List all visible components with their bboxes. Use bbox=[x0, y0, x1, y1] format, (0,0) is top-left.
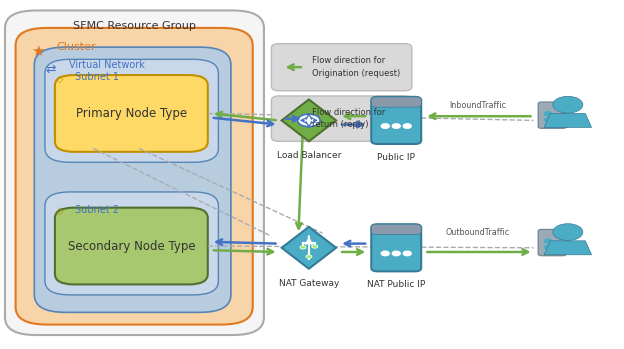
Circle shape bbox=[553, 96, 583, 113]
Text: ◇: ◇ bbox=[56, 206, 64, 216]
FancyBboxPatch shape bbox=[538, 102, 567, 128]
FancyBboxPatch shape bbox=[371, 97, 421, 144]
Circle shape bbox=[544, 245, 552, 250]
Circle shape bbox=[381, 251, 389, 256]
Circle shape bbox=[544, 112, 552, 116]
Circle shape bbox=[392, 124, 400, 128]
Circle shape bbox=[312, 245, 318, 248]
Text: SFMC Resource Group: SFMC Resource Group bbox=[73, 21, 196, 31]
FancyBboxPatch shape bbox=[271, 44, 412, 91]
Text: Flow direction for
return (reply): Flow direction for return (reply) bbox=[312, 108, 385, 129]
FancyBboxPatch shape bbox=[371, 97, 421, 107]
Text: Primary Node Type: Primary Node Type bbox=[76, 107, 187, 120]
Circle shape bbox=[381, 124, 389, 128]
Text: ◇: ◇ bbox=[56, 73, 64, 83]
Circle shape bbox=[403, 124, 411, 128]
FancyBboxPatch shape bbox=[45, 192, 218, 295]
FancyBboxPatch shape bbox=[45, 59, 218, 162]
Text: NAT Public IP: NAT Public IP bbox=[367, 280, 426, 289]
Text: Load Balancer: Load Balancer bbox=[276, 151, 341, 160]
FancyBboxPatch shape bbox=[271, 96, 412, 141]
Circle shape bbox=[544, 118, 552, 122]
Text: Flow direction for
Origination (request): Flow direction for Origination (request) bbox=[312, 57, 400, 78]
Polygon shape bbox=[281, 99, 336, 141]
Polygon shape bbox=[281, 227, 336, 269]
Circle shape bbox=[553, 224, 583, 240]
Text: NAT Gateway: NAT Gateway bbox=[279, 279, 339, 288]
Text: ★: ★ bbox=[31, 44, 45, 59]
Text: ⇄: ⇄ bbox=[46, 63, 56, 76]
FancyBboxPatch shape bbox=[371, 224, 421, 235]
Text: Virtual Network: Virtual Network bbox=[69, 60, 145, 70]
FancyBboxPatch shape bbox=[55, 208, 208, 284]
Circle shape bbox=[392, 251, 400, 256]
Text: Subnet 1: Subnet 1 bbox=[75, 72, 119, 82]
FancyBboxPatch shape bbox=[16, 28, 253, 325]
FancyBboxPatch shape bbox=[371, 224, 421, 272]
Text: Public IP: Public IP bbox=[378, 153, 415, 162]
Circle shape bbox=[300, 246, 306, 249]
Circle shape bbox=[544, 239, 552, 243]
Circle shape bbox=[306, 255, 312, 258]
FancyBboxPatch shape bbox=[34, 47, 231, 312]
Text: OutboundTraffic: OutboundTraffic bbox=[446, 228, 509, 237]
Polygon shape bbox=[544, 113, 592, 127]
FancyBboxPatch shape bbox=[55, 75, 208, 152]
Circle shape bbox=[403, 251, 411, 256]
Polygon shape bbox=[544, 241, 592, 255]
FancyBboxPatch shape bbox=[538, 230, 567, 255]
Text: InboundTraffic: InboundTraffic bbox=[449, 101, 506, 110]
FancyBboxPatch shape bbox=[5, 10, 264, 335]
Text: Secondary Node Type: Secondary Node Type bbox=[67, 239, 195, 253]
Text: Subnet 2: Subnet 2 bbox=[75, 205, 119, 215]
Text: Cluster: Cluster bbox=[56, 42, 96, 52]
Circle shape bbox=[298, 114, 320, 127]
